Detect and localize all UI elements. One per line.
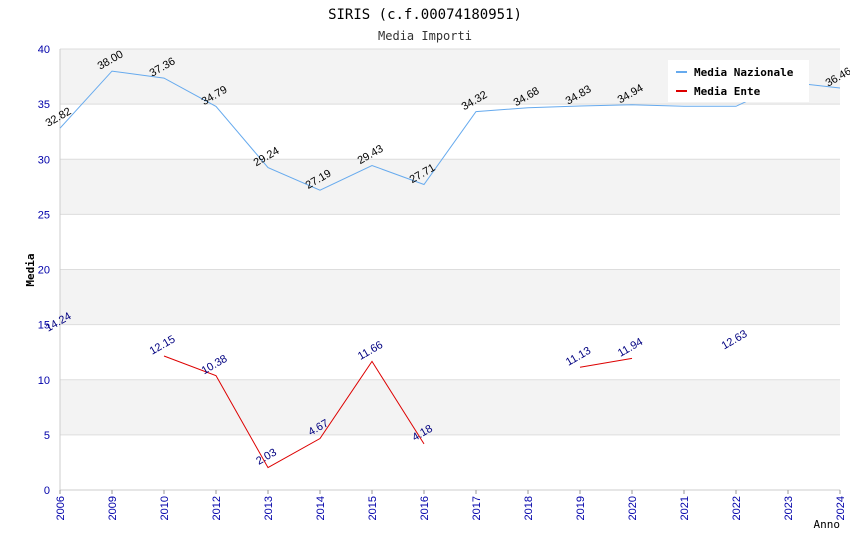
y-tick-label: 15 [38, 320, 50, 332]
x-axis-label: Anno [814, 518, 841, 531]
plot-band [60, 379, 840, 435]
y-tick-label: 35 [38, 99, 50, 111]
series-lines [59, 70, 841, 469]
y-tick-label: 40 [38, 44, 50, 56]
y-tick-label: 20 [38, 265, 50, 277]
x-tick-label: 2018 [523, 496, 535, 520]
series-line-nazionale [59, 70, 841, 191]
x-tick-label: 2024 [835, 496, 847, 520]
grid-lines [59, 48, 840, 491]
legend-box [668, 60, 809, 102]
chart-subtitle: Media Importi [378, 29, 472, 43]
data-label: 11.66 [356, 339, 385, 363]
y-axis: 0 5 10 15 20 25 30 35 40 [38, 44, 50, 497]
x-tick-label: 2017 [471, 496, 483, 520]
plot-background [60, 49, 840, 435]
x-tick-label: 2009 [107, 496, 119, 520]
data-label: 10.38 [200, 353, 230, 377]
x-tick-label: 2020 [627, 496, 639, 520]
x-tick-label: 2012 [211, 496, 223, 520]
x-tick-label: 2022 [731, 496, 743, 520]
data-label: 11.94 [616, 336, 645, 360]
x-tick-label: 2023 [783, 496, 795, 520]
data-label: 11.13 [564, 345, 593, 369]
x-tick-label: 2016 [419, 496, 431, 520]
chart-title: SIRIS (c.f.00074180951) [328, 7, 522, 23]
x-axis: 2006 2009 2010 2012 2013 2014 2015 2016 2017 2018… [55, 490, 847, 520]
x-tick-label: 2014 [315, 496, 327, 520]
data-label: 12.63 [720, 328, 750, 352]
x-tick-label: 2010 [159, 496, 171, 520]
y-tick-label: 30 [38, 154, 50, 166]
x-tick-label: 2006 [55, 496, 67, 520]
y-tick-label: 0 [44, 485, 50, 497]
legend-label-nazionale: Media Nazionale [694, 66, 794, 79]
plot-band [60, 269, 840, 325]
data-label: 12.15 [148, 333, 178, 357]
y-axis-label: Media [24, 253, 37, 286]
y-tick-label: 10 [38, 375, 50, 387]
x-tick-label: 2021 [679, 496, 691, 520]
x-tick-label: 2019 [575, 496, 587, 520]
plot-band [60, 159, 840, 215]
series-line-ente [579, 357, 633, 368]
legend-label-ente: Media Ente [694, 85, 761, 98]
y-tick-label: 5 [44, 430, 50, 442]
x-tick-label: 2015 [367, 496, 379, 520]
data-label: 14.24 [44, 310, 74, 334]
series-line-ente [163, 355, 425, 469]
legend: Media Nazionale Media Ente [668, 60, 809, 102]
y-tick-label: 25 [38, 209, 50, 221]
x-tick-label: 2013 [263, 496, 275, 520]
